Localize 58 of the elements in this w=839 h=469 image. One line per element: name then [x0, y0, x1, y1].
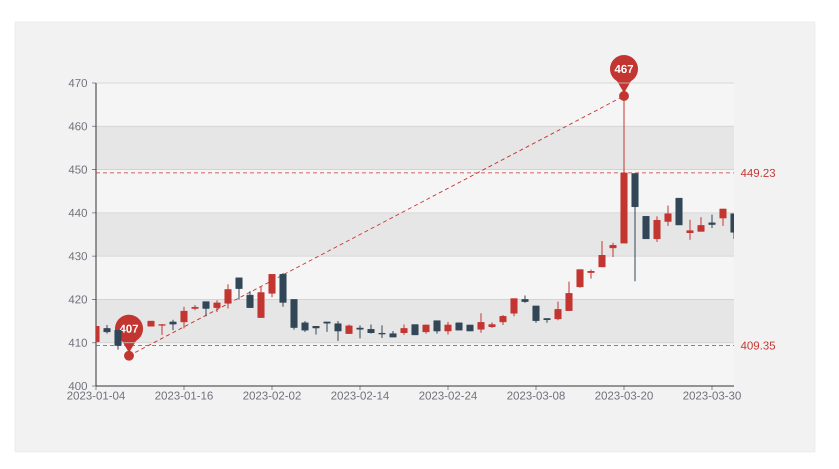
x-tick-label: 2023-02-14: [331, 392, 389, 400]
candlestick: [180, 306, 188, 329]
candlestick: [235, 277, 243, 300]
candlestick: [576, 269, 584, 288]
candlestick: [334, 320, 342, 342]
y-tick-label: 410: [68, 338, 88, 347]
candlestick: [202, 301, 210, 317]
candlestick: [268, 274, 276, 298]
candlestick: [609, 242, 617, 258]
x-tick-label: 2023-01-04: [67, 392, 125, 400]
candlestick: [323, 321, 331, 332]
candlestick: [598, 240, 606, 268]
candlestick: [246, 290, 254, 308]
candlestick: [378, 324, 386, 338]
candlestick: [653, 216, 661, 242]
candlestick: [422, 324, 430, 334]
candlestick: [708, 214, 716, 229]
x-tick-label: 2023-02-02: [243, 392, 301, 400]
annotation: 407: [120, 324, 138, 333]
candlestick: [719, 208, 727, 226]
candlestick: [301, 320, 309, 332]
y-tick-label: 420: [68, 295, 88, 304]
candlestick: [213, 300, 221, 312]
candlestick: [477, 312, 485, 334]
candlestick: [169, 319, 177, 331]
y-tick-label: 430: [68, 252, 88, 260]
candlestick: [345, 324, 353, 334]
candlestick: [510, 298, 518, 317]
candlestick: [686, 219, 694, 240]
candlestick: [356, 324, 364, 339]
x-tick-label: 2023-02-24: [419, 392, 477, 400]
y-tick-label: 470: [68, 78, 88, 88]
ref-line-label: 409.35: [740, 341, 776, 350]
text: 467: [614, 64, 634, 74]
candlestick: [433, 320, 441, 334]
candlestick: [224, 284, 232, 310]
candlestick: [565, 281, 573, 312]
candlestick: [400, 324, 408, 336]
x-tick-label: 2023-03-30: [683, 392, 741, 400]
candlestick: [499, 314, 507, 326]
candlestick: [664, 204, 672, 226]
x-tick-label: 2023-01-16: [155, 392, 213, 400]
ref-line-label: 449.23: [740, 168, 776, 177]
candlestick: [532, 305, 540, 324]
y-tick-label: 400: [68, 382, 88, 390]
y-tick-label: 450: [68, 166, 88, 174]
candlestick: [697, 216, 705, 232]
candlestick: [158, 324, 166, 336]
candlestick: [411, 324, 419, 336]
candlestick: [587, 269, 595, 280]
candlestick: [554, 301, 562, 321]
x-tick-label: 2023-03-08: [507, 392, 565, 400]
candlestick: [642, 216, 650, 240]
candlestick: [444, 321, 452, 335]
y-tick-label: 460: [68, 122, 88, 130]
y-tick-label: 440: [68, 208, 88, 217]
candlestick: [367, 324, 375, 334]
x-tick-label: 2023-03-20: [595, 392, 653, 400]
